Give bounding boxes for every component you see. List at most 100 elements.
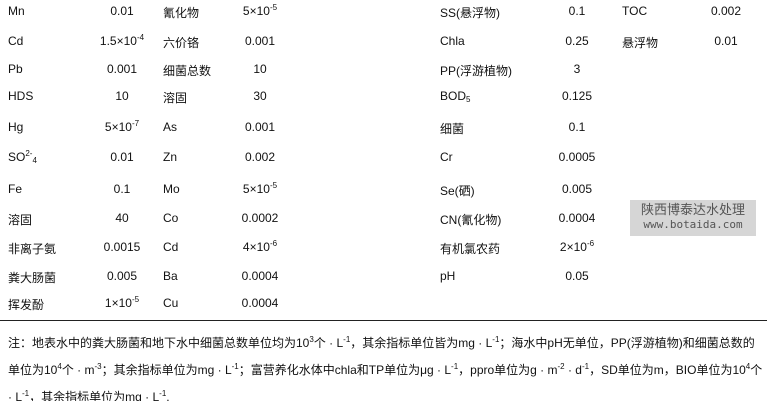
parameter-label: 细菌	[440, 122, 465, 136]
table-row: 粪大肠菌 0.005 Ba 0.0004 pH 0.05	[0, 269, 767, 289]
parameter-value: 5×10-7	[82, 119, 162, 135]
parameter-label: BOD	[440, 89, 467, 103]
note-text: ；富营养化水体中chla和TP单位为μg · L	[238, 363, 452, 377]
parameter-name: Ba	[163, 269, 178, 283]
parameter-name: HDS	[8, 89, 33, 103]
parameter-label: pH	[440, 269, 456, 283]
parameter-label: 六价铬	[163, 36, 200, 50]
parameter-label: Se(硒)	[440, 184, 475, 198]
value-base: 10	[253, 62, 267, 76]
value-exponent: -7	[131, 119, 140, 128]
value-base: 0.0004	[241, 269, 279, 283]
note-text: · d	[564, 363, 582, 377]
value-base: 0.001	[244, 34, 276, 48]
value-exponent: -5	[131, 295, 140, 304]
note-superscript: 4	[57, 362, 62, 371]
value-exponent: -4	[136, 33, 145, 42]
parameter-label: 有机氯农药	[440, 242, 501, 256]
parameter-name: 非离子氨	[8, 240, 56, 257]
parameter-name: 溶固	[163, 89, 187, 106]
note-superscript: 3	[309, 335, 314, 344]
parameter-name: Se(硒)	[440, 182, 475, 199]
parameter-value: 40	[82, 211, 162, 225]
parameter-label: 粪大肠菌	[8, 271, 57, 285]
value-base: 0.1	[568, 4, 586, 18]
parameter-name: Cr	[440, 150, 453, 164]
note-text: 个 · m	[61, 363, 95, 377]
watermark-line1: 陕西博泰达水处理	[640, 202, 745, 217]
parameter-label: Cu	[163, 296, 179, 310]
parameter-value: 0.0004	[220, 269, 300, 283]
parameter-value: 5×10-5	[220, 182, 300, 197]
parameter-label: SS(悬浮物)	[440, 6, 501, 20]
parameter-label: Co	[163, 211, 179, 225]
value-base: 0.1	[113, 182, 131, 196]
note-text: 个 · L	[8, 363, 763, 401]
value-base: 0.0015	[103, 240, 141, 254]
value-base: 0.001	[244, 120, 276, 134]
parameter-label: Fe	[8, 182, 23, 196]
parameter-value: 0.01	[82, 150, 162, 164]
parameter-value: 0.01	[686, 34, 766, 48]
parameter-value: 3	[537, 62, 617, 76]
parameter-value: 0.0002	[220, 211, 300, 225]
parameter-label: 非离子氨	[8, 242, 57, 256]
table-row: 非离子氨 0.0015 Cd 4×10-6 有机氯农药 2×10-6	[0, 240, 767, 260]
parameter-value: 0.0004	[537, 211, 617, 225]
parameter-value: 0.0005	[537, 150, 617, 164]
note-superscript: -1	[581, 362, 590, 371]
value-base: 1×10	[104, 296, 132, 310]
table-row: 挥发酚 1×10-5 Cu 0.0004	[0, 296, 767, 316]
parameter-label: Hg	[8, 120, 24, 134]
watermark-line2: www.botaida.com	[643, 218, 743, 231]
parameter-name: TOC	[622, 4, 647, 18]
note-text: ；海水中pH无单位，PP(浮游植物)和细菌总数的单位为10	[8, 336, 755, 377]
parameter-label: 溶固	[8, 213, 33, 227]
parameter-label: Chla	[440, 34, 465, 48]
note-text: 个 · L	[313, 336, 344, 350]
value-base: 0.0004	[241, 296, 279, 310]
parameter-value: 5×10-5	[220, 4, 300, 19]
note-superscript: -1	[231, 362, 239, 371]
parameter-value: 0.002	[686, 4, 766, 18]
parameter-label: Zn	[163, 150, 178, 164]
value-base: 0.002	[710, 4, 742, 18]
parameter-name: SS(悬浮物)	[440, 4, 500, 21]
value-base: 0.001	[106, 62, 138, 76]
parameter-label: Mn	[8, 4, 25, 18]
charge-superscript: 2-	[25, 149, 33, 158]
parameter-name: 六价铬	[163, 34, 199, 51]
table-row: Hg 5×10-7 As 0.001 细菌 0.1	[0, 120, 767, 140]
parameter-value: 0.005	[537, 182, 617, 196]
parameter-label: CN(氰化物)	[440, 213, 502, 227]
parameter-value: 0.01	[82, 4, 162, 18]
parameter-name: 氰化物	[163, 4, 199, 21]
parameter-value: 0.001	[220, 120, 300, 134]
parameter-value: 0.25	[537, 34, 617, 48]
table-footnote: 注：地表水中的粪大肠菌和地下水中细菌总数单位均为103个 · L-1，其余指标单…	[8, 330, 763, 401]
note-text: .	[166, 390, 170, 401]
subscript: 4	[32, 156, 37, 165]
parameter-name: 有机氯农药	[440, 240, 500, 257]
parameter-label: Pb	[8, 62, 23, 76]
note-superscript: -1	[451, 362, 459, 371]
value-base: 1.5×10	[99, 34, 137, 48]
parameter-value: 0.1	[537, 4, 617, 18]
value-base: 0.25	[565, 34, 589, 48]
parameter-name: Cd	[8, 34, 23, 48]
parameter-name: Cu	[163, 296, 178, 310]
parameter-value: 1×10-5	[82, 295, 162, 311]
parameter-value: 0.1	[537, 120, 617, 134]
parameter-label: 挥发酚	[8, 298, 45, 312]
parameter-label: PP(浮游植物)	[440, 64, 513, 78]
parameter-name: Mo	[163, 182, 180, 196]
parameter-value: 0.005	[82, 269, 162, 283]
value-base: 40	[115, 211, 129, 225]
parameter-value: 0.002	[220, 150, 300, 164]
parameter-label: Cr	[440, 150, 453, 164]
value-base: 4×10	[242, 240, 270, 254]
table-row: HDS 10 溶固 30 BOD5 0.125	[0, 89, 767, 109]
value-base: 0.0005	[558, 150, 596, 164]
parameter-label: Cd	[163, 240, 179, 254]
